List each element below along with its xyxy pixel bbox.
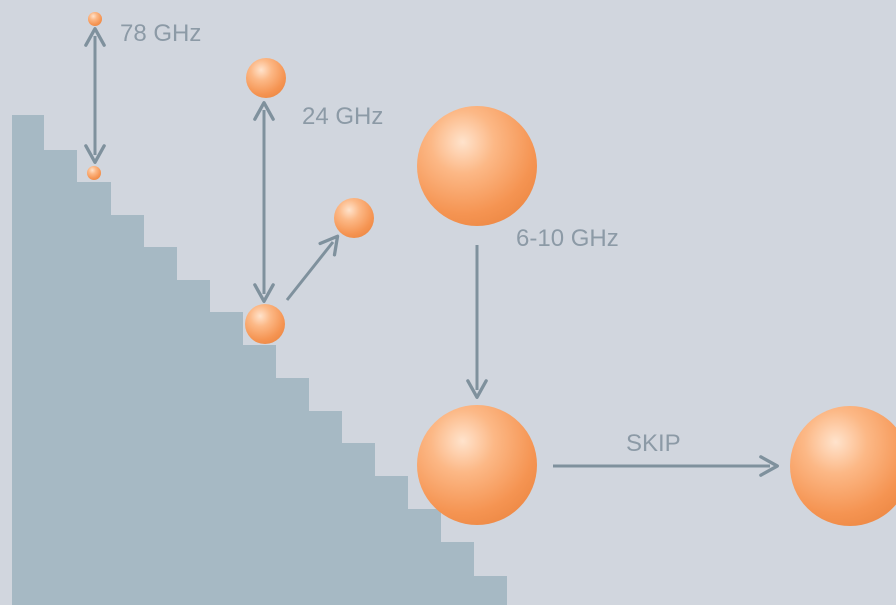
staircase-surface xyxy=(12,115,507,605)
ball-24ghz-bottom xyxy=(245,304,285,344)
ball-6-10ghz-bottom xyxy=(417,405,537,525)
label-skip: SKIP xyxy=(626,430,681,457)
ball-78ghz-bottom xyxy=(87,166,101,180)
label-6-10ghz: 6-10 GHz xyxy=(516,225,619,252)
ball-78ghz-top xyxy=(88,12,102,26)
label-78ghz: 78 GHz xyxy=(120,20,201,47)
ball-24ghz-scattered xyxy=(334,198,374,238)
ball-24ghz-top xyxy=(246,58,286,98)
ball-skip-landed xyxy=(790,406,896,526)
label-24ghz: 24 GHz xyxy=(302,103,383,130)
arrow-24ghz-scatter xyxy=(285,234,340,301)
ball-6-10ghz-top xyxy=(417,106,537,226)
